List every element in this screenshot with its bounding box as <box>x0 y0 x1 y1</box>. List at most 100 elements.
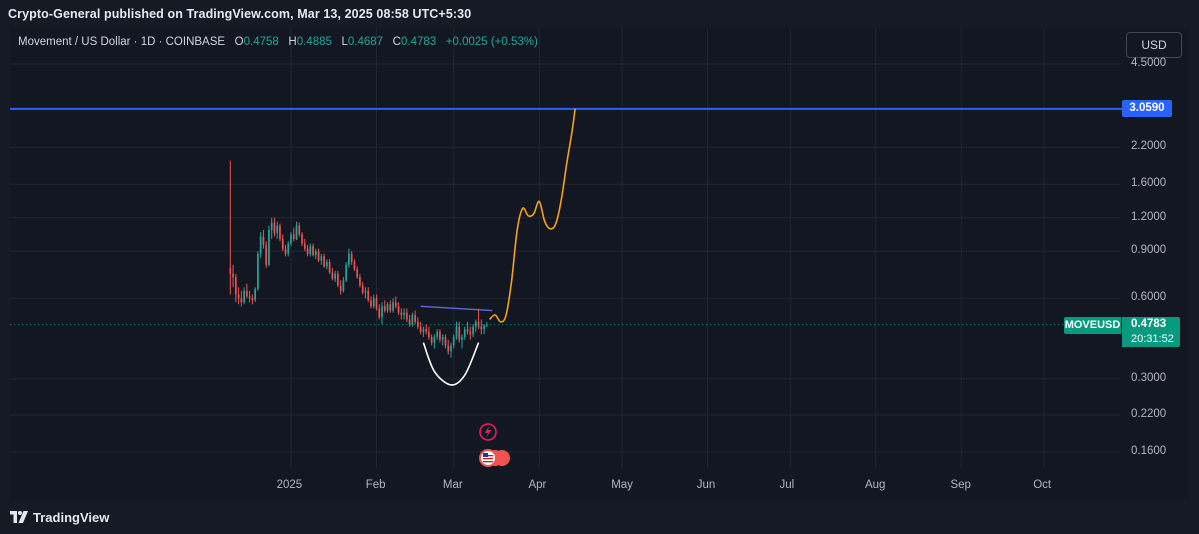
candle[interactable] <box>306 244 309 257</box>
candle[interactable] <box>356 266 359 279</box>
candle[interactable] <box>480 319 483 335</box>
candle[interactable] <box>317 248 320 262</box>
footer-brand[interactable]: TradingView <box>33 509 110 525</box>
candle[interactable] <box>483 324 485 335</box>
candle[interactable] <box>455 321 458 340</box>
candle[interactable] <box>422 326 425 338</box>
candle[interactable] <box>348 248 350 268</box>
candle[interactable] <box>477 308 480 330</box>
candle[interactable] <box>428 326 430 340</box>
symbol-legend[interactable]: Movement / US Dollar · 1D · COINBASE O0.… <box>18 36 538 48</box>
candle[interactable] <box>444 334 447 349</box>
candle[interactable] <box>353 259 356 271</box>
candle[interactable] <box>345 261 348 283</box>
candle[interactable] <box>397 302 400 315</box>
candle[interactable] <box>334 270 336 283</box>
candle[interactable] <box>359 273 361 288</box>
candle[interactable] <box>425 324 428 335</box>
projection-path-drawing[interactable] <box>489 108 576 323</box>
candle[interactable] <box>350 251 353 265</box>
candle[interactable] <box>408 314 411 327</box>
candle[interactable] <box>367 287 370 303</box>
candle[interactable] <box>281 234 284 252</box>
candle[interactable] <box>240 290 243 307</box>
candle[interactable] <box>309 243 312 257</box>
symbol-name[interactable]: Movement / US Dollar · 1D · COINBASE <box>18 36 226 48</box>
candle[interactable] <box>331 267 334 281</box>
candle[interactable] <box>364 287 367 299</box>
candle[interactable] <box>386 302 389 313</box>
candle[interactable] <box>472 324 474 338</box>
candle[interactable] <box>303 238 306 252</box>
candle[interactable] <box>389 300 392 313</box>
candle[interactable] <box>419 321 422 335</box>
candle[interactable] <box>414 310 416 325</box>
candle[interactable] <box>273 217 276 237</box>
candle[interactable] <box>436 329 439 340</box>
candle[interactable] <box>441 334 444 346</box>
candle[interactable] <box>251 294 254 305</box>
candle[interactable] <box>375 294 378 311</box>
candle[interactable] <box>370 296 372 309</box>
candle[interactable] <box>229 160 232 295</box>
candle[interactable] <box>378 304 381 320</box>
candle[interactable] <box>268 225 270 267</box>
candle[interactable] <box>474 319 477 332</box>
candle[interactable] <box>400 308 403 320</box>
candle[interactable] <box>381 302 383 325</box>
events-icons[interactable] <box>476 422 516 470</box>
candle[interactable] <box>246 283 248 299</box>
candle[interactable] <box>394 296 397 309</box>
candle[interactable] <box>469 326 472 340</box>
dividend-event-icon[interactable] <box>479 423 497 441</box>
candle[interactable] <box>447 339 450 355</box>
candle[interactable] <box>243 287 245 305</box>
candle[interactable] <box>372 294 375 309</box>
candle[interactable] <box>466 321 469 335</box>
candle[interactable] <box>312 243 314 257</box>
candle[interactable] <box>326 259 328 270</box>
candle[interactable] <box>485 322 488 328</box>
candle[interactable] <box>237 287 240 305</box>
candle[interactable] <box>287 241 290 257</box>
candle[interactable] <box>292 227 295 242</box>
candle[interactable] <box>301 232 303 247</box>
candle[interactable] <box>383 300 386 313</box>
candle[interactable] <box>279 223 281 242</box>
candle[interactable] <box>342 277 345 293</box>
candle[interactable] <box>452 334 455 349</box>
candle[interactable] <box>463 326 466 340</box>
candle[interactable] <box>403 308 405 320</box>
candle[interactable] <box>254 287 256 303</box>
candle[interactable] <box>290 232 292 247</box>
candle[interactable] <box>295 221 298 241</box>
candle[interactable] <box>328 259 331 274</box>
candle[interactable] <box>248 290 251 303</box>
candle[interactable] <box>265 241 268 268</box>
candle[interactable] <box>339 280 342 295</box>
candle[interactable] <box>257 251 259 291</box>
candle[interactable] <box>405 308 408 322</box>
candle[interactable] <box>439 329 441 343</box>
candle[interactable] <box>323 253 325 268</box>
candle[interactable] <box>461 334 463 349</box>
candle[interactable] <box>234 273 237 303</box>
candle[interactable] <box>270 217 273 239</box>
tradingview-logo-icon[interactable] <box>10 511 28 523</box>
currency-button[interactable]: USD <box>1126 32 1182 58</box>
rounded-bottom-drawing[interactable] <box>422 342 480 386</box>
candle[interactable] <box>430 334 433 346</box>
economic-event-icon[interactable] <box>479 449 510 467</box>
candle[interactable] <box>314 248 317 260</box>
candle[interactable] <box>320 253 323 265</box>
candle[interactable] <box>458 321 461 343</box>
candle[interactable] <box>232 264 234 288</box>
candle[interactable] <box>417 317 419 330</box>
candle[interactable] <box>276 221 279 239</box>
candle[interactable] <box>284 244 287 257</box>
candle[interactable] <box>411 312 414 327</box>
candle[interactable] <box>337 270 339 288</box>
chart-panel[interactable] <box>10 28 1189 500</box>
trendline-drawing[interactable] <box>420 305 493 312</box>
